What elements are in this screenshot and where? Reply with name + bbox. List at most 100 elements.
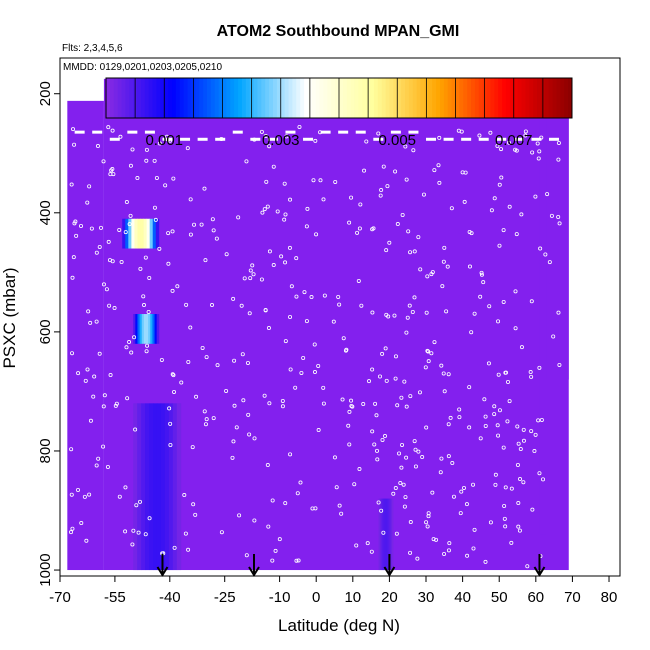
sample-point bbox=[98, 225, 103, 230]
sample-point bbox=[461, 485, 466, 490]
sample-point bbox=[170, 288, 175, 293]
colorbar-swatch bbox=[152, 78, 157, 118]
sample-point bbox=[168, 442, 173, 447]
colorbar-frame bbox=[105, 77, 573, 119]
flight-segment bbox=[267, 137, 278, 141]
flight-segment bbox=[443, 137, 454, 141]
colorbar-swatch bbox=[447, 78, 453, 118]
flight-segment bbox=[250, 137, 261, 141]
sample-point bbox=[144, 147, 149, 152]
anomaly-cell bbox=[133, 314, 136, 344]
sample-point bbox=[521, 480, 526, 485]
sample-point bbox=[412, 295, 417, 300]
sample-point bbox=[273, 548, 278, 553]
sample-point bbox=[301, 355, 306, 360]
sample-point bbox=[131, 528, 136, 533]
sample-point bbox=[537, 365, 542, 370]
sample-point bbox=[191, 502, 196, 507]
colorbar-swatch bbox=[109, 78, 115, 118]
sample-point bbox=[525, 564, 530, 569]
sample-point bbox=[147, 275, 152, 280]
sample-point bbox=[113, 403, 118, 408]
sample-point bbox=[203, 258, 208, 263]
sample-point bbox=[381, 164, 386, 169]
sample-point bbox=[246, 412, 251, 417]
sample-point bbox=[87, 492, 92, 497]
sample-point bbox=[413, 464, 418, 469]
flight-segment bbox=[215, 137, 226, 141]
sample-point bbox=[346, 423, 351, 428]
sample-point bbox=[97, 351, 102, 356]
sample-point bbox=[403, 495, 408, 500]
colorbar-swatch bbox=[179, 78, 185, 118]
sample-point bbox=[397, 451, 402, 456]
sample-point bbox=[94, 463, 99, 468]
flight-segment bbox=[426, 137, 437, 141]
sample-point bbox=[505, 379, 510, 384]
sample-point bbox=[231, 439, 236, 444]
sample-point bbox=[250, 263, 255, 268]
sample-point bbox=[404, 455, 409, 460]
sample-point bbox=[393, 354, 398, 359]
colorbar-swatch bbox=[467, 78, 472, 118]
sample-point bbox=[378, 193, 383, 198]
colorbar-swatch bbox=[164, 78, 169, 118]
colorbar-swatch bbox=[183, 78, 188, 118]
sample-point bbox=[370, 310, 375, 315]
sample-point bbox=[376, 500, 381, 505]
sample-point bbox=[244, 159, 249, 164]
sample-point bbox=[392, 313, 397, 318]
sample-point bbox=[119, 260, 124, 265]
sample-point bbox=[516, 501, 521, 506]
sample-point bbox=[479, 270, 484, 275]
anomaly-cell bbox=[168, 403, 174, 571]
colorbar-swatch bbox=[276, 78, 282, 118]
sample-point bbox=[478, 294, 483, 299]
flight-segment bbox=[496, 137, 507, 141]
sample-point bbox=[399, 395, 404, 400]
sample-point bbox=[141, 294, 146, 299]
colorbar-swatch bbox=[342, 78, 348, 118]
sample-point bbox=[417, 390, 422, 395]
sample-point bbox=[263, 308, 268, 313]
x-tick-label: 10 bbox=[344, 589, 361, 606]
sample-point bbox=[267, 144, 272, 149]
sample-point bbox=[432, 168, 437, 173]
colorbar-swatch bbox=[502, 78, 507, 118]
sample-point bbox=[459, 489, 464, 494]
colorbar-swatch bbox=[113, 78, 119, 118]
sample-point bbox=[88, 418, 93, 423]
flight-segment bbox=[531, 137, 542, 141]
sample-point bbox=[421, 192, 426, 197]
sample-point bbox=[333, 179, 338, 184]
sample-point bbox=[456, 128, 461, 133]
sample-point bbox=[513, 289, 518, 294]
sample-point bbox=[518, 477, 523, 482]
colorbar-swatch bbox=[172, 78, 177, 118]
sample-point bbox=[305, 206, 310, 211]
sample-point bbox=[248, 268, 253, 273]
colorbar-swatch bbox=[397, 78, 402, 118]
sample-point bbox=[136, 530, 141, 535]
flight-segment bbox=[180, 137, 191, 141]
sample-point bbox=[556, 140, 561, 145]
sample-point bbox=[393, 376, 398, 381]
sample-point bbox=[262, 393, 267, 398]
sample-point bbox=[446, 422, 451, 427]
colorbar-swatch bbox=[140, 78, 146, 118]
sample-point bbox=[477, 133, 482, 138]
sample-point bbox=[167, 406, 172, 411]
sample-point bbox=[521, 438, 526, 443]
sample-point bbox=[193, 512, 198, 517]
colorbar-swatch bbox=[121, 78, 126, 118]
sample-point bbox=[503, 370, 508, 375]
sample-point bbox=[347, 409, 352, 414]
sample-point bbox=[69, 182, 74, 187]
sample-point bbox=[224, 252, 229, 257]
sample-point bbox=[118, 134, 123, 139]
sample-point bbox=[262, 207, 267, 212]
sample-point bbox=[355, 230, 360, 235]
sample-point bbox=[142, 303, 147, 308]
sample-point bbox=[457, 415, 462, 420]
sample-point bbox=[458, 511, 463, 516]
